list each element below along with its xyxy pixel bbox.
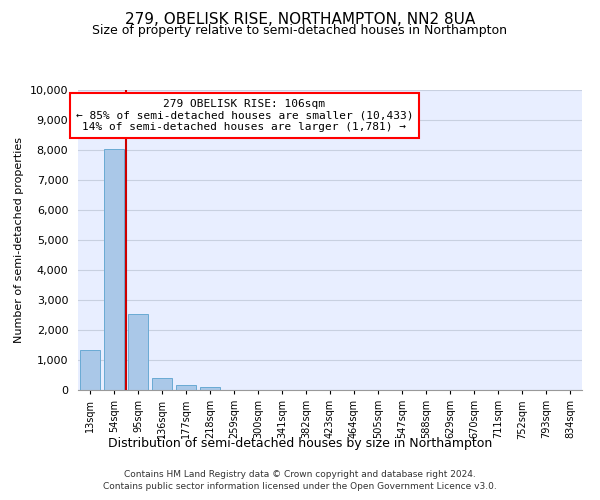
Bar <box>200 387 220 390</box>
Y-axis label: Number of semi-detached properties: Number of semi-detached properties <box>14 137 24 343</box>
Bar <box>104 150 124 390</box>
Text: Contains HM Land Registry data © Crown copyright and database right 2024.: Contains HM Land Registry data © Crown c… <box>124 470 476 479</box>
Text: 279 OBELISK RISE: 106sqm
← 85% of semi-detached houses are smaller (10,433)
14% : 279 OBELISK RISE: 106sqm ← 85% of semi-d… <box>76 99 413 132</box>
Bar <box>128 314 148 390</box>
Bar <box>80 350 100 390</box>
Text: Distribution of semi-detached houses by size in Northampton: Distribution of semi-detached houses by … <box>108 438 492 450</box>
Text: 279, OBELISK RISE, NORTHAMPTON, NN2 8UA: 279, OBELISK RISE, NORTHAMPTON, NN2 8UA <box>125 12 475 28</box>
Bar <box>176 385 196 390</box>
Text: Contains public sector information licensed under the Open Government Licence v3: Contains public sector information licen… <box>103 482 497 491</box>
Bar <box>152 378 172 390</box>
Text: Size of property relative to semi-detached houses in Northampton: Size of property relative to semi-detach… <box>92 24 508 37</box>
